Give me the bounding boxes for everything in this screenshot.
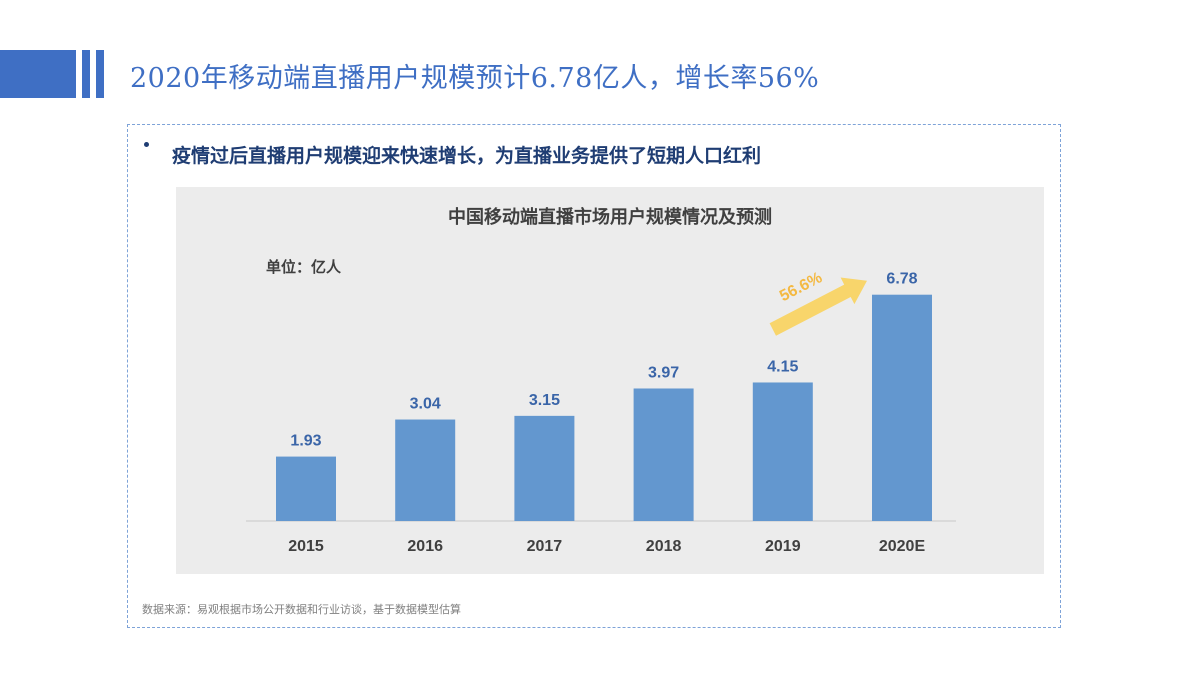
data-label: 3.04 bbox=[410, 396, 441, 413]
bar bbox=[514, 415, 575, 521]
bar bbox=[633, 388, 694, 521]
bar bbox=[395, 419, 456, 521]
x-tick-label: 2018 bbox=[646, 538, 682, 555]
page-title: 2020年移动端直播用户规模预计6.78亿人，增长率56% bbox=[130, 63, 820, 94]
content-panel: 疫情过后直播用户规模迎来快速增长，为直播业务提供了短期人口红利 中国移动端直播市… bbox=[127, 124, 1061, 628]
x-tick-label: 2016 bbox=[407, 538, 443, 555]
bar bbox=[276, 456, 336, 521]
bullet-dot bbox=[144, 142, 149, 147]
header-accent-stripe bbox=[82, 50, 90, 98]
header-accent-stripe bbox=[96, 50, 104, 98]
header-accent-block bbox=[0, 50, 76, 98]
data-label: 3.15 bbox=[529, 392, 560, 409]
bar bbox=[752, 382, 813, 521]
chart-unit-label: 单位：亿人 bbox=[266, 258, 342, 276]
source-note: 数据来源：易观根据市场公开数据和行业访谈，基于数据模型估算 bbox=[142, 603, 461, 616]
bar-chart: 1.93 2015 3.04 2016 3.15 2017 3.97 2018 4.15 2019… bbox=[246, 269, 956, 555]
chart-area: 中国移动端直播市场用户规模情况及预测 单位：亿人 1.93 2015 3.04 201… bbox=[176, 187, 1044, 574]
x-tick-label: 2020E bbox=[879, 538, 926, 555]
bullet-text: 疫情过后直播用户规模迎来快速增长，为直播业务提供了短期人口红利 bbox=[172, 145, 762, 167]
data-label: 4.15 bbox=[767, 358, 798, 375]
data-label: 1.93 bbox=[290, 433, 321, 450]
data-label: 6.78 bbox=[886, 271, 917, 288]
data-label: 3.97 bbox=[648, 364, 679, 381]
bar bbox=[872, 294, 932, 521]
chart-title: 中国移动端直播市场用户规模情况及预测 bbox=[448, 207, 772, 228]
x-tick-label: 2015 bbox=[288, 538, 324, 555]
x-tick-label: 2019 bbox=[765, 538, 801, 555]
growth-arrow bbox=[769, 277, 867, 336]
x-tick-label: 2017 bbox=[527, 538, 563, 555]
